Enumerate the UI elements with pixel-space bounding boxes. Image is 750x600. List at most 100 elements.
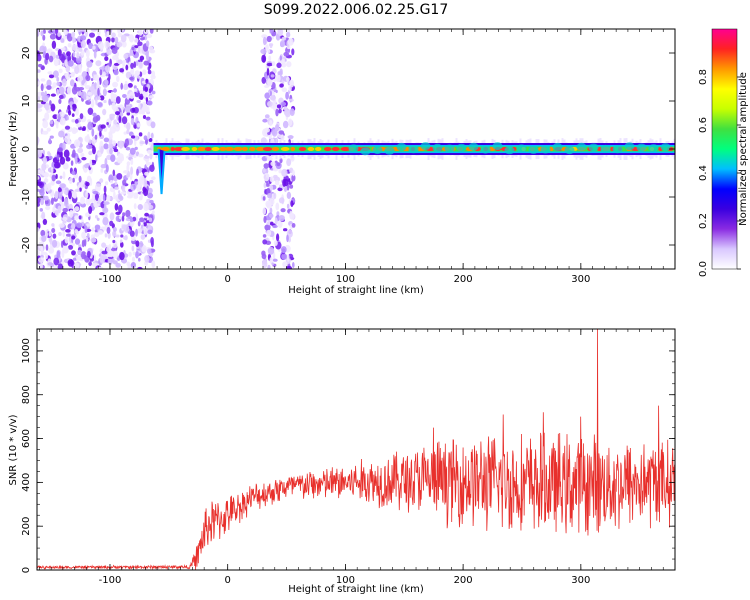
noise-cell [80,203,86,208]
noise-cell [37,108,43,113]
noise-cell [37,81,40,86]
noise-cell [121,116,128,125]
noise-cell [92,190,99,195]
noise-cell [109,113,116,118]
noise-cell [150,237,154,245]
noise-cell [87,107,94,116]
noise-cell [268,213,274,218]
noise-cell [37,96,40,102]
noise-cell [94,232,100,238]
noise-cell [72,103,77,108]
noise-cell [262,196,266,201]
noise-cell [150,132,154,139]
noise-cell [270,95,276,101]
band-core [174,147,184,151]
noise-cell [114,124,121,132]
noise-cell [133,184,136,190]
colorbar-tick-label: 0.8 [698,69,709,85]
noise-cell [264,127,270,133]
noise-cell [106,49,112,56]
noise-cell [104,40,110,49]
noise-cell [121,184,126,192]
noise-cell [267,101,273,107]
noise-cell [103,143,109,150]
noise-cell [143,222,147,227]
noise-cell [275,124,280,132]
spectrogram-y-label: Frequency (Hz) [8,111,19,187]
noise-cell [269,120,273,126]
noise-cell [37,250,40,255]
noise-cell [43,195,49,201]
noise-cell [86,223,91,227]
noise-cell [261,253,267,260]
noise-cell [281,62,287,68]
noise-cell [266,67,270,76]
snr-series-line [37,329,675,570]
noise-cell [65,72,71,81]
noise-cell [54,210,59,216]
band-wobble [516,144,527,153]
noise-cell [108,98,112,106]
noise-cell [69,209,74,218]
noise-cell [262,259,268,269]
noise-cell [62,216,68,221]
noise-cell [78,47,83,52]
noise-cell [147,69,152,75]
band-core [315,147,322,151]
noise-cell [90,29,98,32]
band-onset-tail [157,148,166,195]
noise-cell [129,147,136,155]
noise-cell [113,88,117,93]
x-tick-label: -100 [99,575,122,586]
noise-cell [49,120,54,125]
noise-cell [148,46,154,53]
noise-cell [151,70,156,78]
band-wobble [456,143,467,152]
noise-cell [60,38,65,43]
noise-cell [91,160,97,164]
noise-cell [78,244,82,248]
band-wobble [624,142,635,151]
spectrogram-y-ticks: -20 -10 0 10 20 [21,47,675,253]
noise-cell [148,95,154,99]
noise-cell [262,168,266,173]
noise-cell [71,170,76,176]
noise-cell [262,118,268,123]
noise-cell [47,151,51,156]
noise-cell [90,78,94,81]
noise-cell [62,162,69,170]
noise-cell [138,132,143,137]
noise-cell [122,212,126,217]
noise-cell [132,251,136,256]
noise-cell [94,134,98,140]
snr-y-label: SNR (10 * v/v) [8,414,19,485]
noise-cell [111,47,118,54]
noise-cell [128,91,135,99]
band-core [211,147,220,151]
noise-cell [37,69,41,73]
noise-cell [57,187,62,193]
noise-cell [280,101,287,107]
noise-cell [58,223,65,229]
noise-cell [84,163,89,169]
noise-cell [289,212,295,220]
colorbar: 0.0 0.2 0.4 0.6 0.8 Normalized spectral ampl… [698,28,749,277]
y-tick-label: 0 [21,567,32,573]
noise-cell [144,212,150,217]
noise-cell [127,194,133,199]
noise-cell [268,55,272,62]
noise-cell [112,260,118,265]
noise-cell [274,180,280,186]
noise-cell [145,40,150,47]
noise-cell [50,103,56,112]
band-wobble [552,142,563,151]
band-core [219,147,227,151]
noise-cell [287,38,294,46]
noise-cell [275,74,281,83]
noise-cell [82,184,86,188]
noise-cell [90,198,94,203]
noise-cell [62,47,66,51]
noise-cell [277,29,284,37]
noise-cell [58,130,65,138]
